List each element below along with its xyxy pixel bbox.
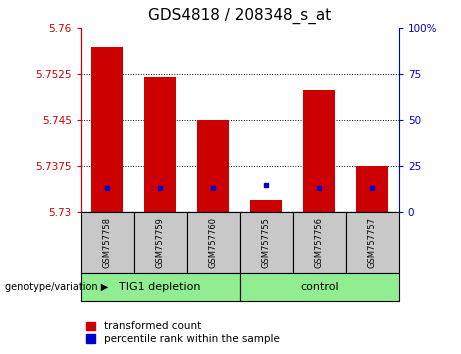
Legend: transformed count, percentile rank within the sample: transformed count, percentile rank withi… — [86, 321, 279, 344]
Text: TIG1 depletion: TIG1 depletion — [119, 282, 201, 292]
Bar — [187, 212, 240, 273]
Text: GSM757760: GSM757760 — [209, 217, 218, 268]
Text: GSM757756: GSM757756 — [315, 217, 324, 268]
Text: GSM757755: GSM757755 — [262, 217, 271, 268]
Bar — [293, 212, 346, 273]
Text: GSM757757: GSM757757 — [368, 217, 377, 268]
Text: control: control — [300, 282, 338, 292]
Bar — [303, 90, 335, 212]
Bar — [134, 212, 187, 273]
Bar — [346, 212, 399, 273]
Title: GDS4818 / 208348_s_at: GDS4818 / 208348_s_at — [148, 8, 331, 24]
Text: GSM757758: GSM757758 — [103, 217, 112, 268]
Bar — [240, 212, 293, 273]
Bar — [240, 273, 399, 301]
Bar — [81, 273, 240, 301]
Bar — [250, 200, 282, 212]
Bar — [144, 78, 176, 212]
Bar — [356, 166, 388, 212]
Text: genotype/variation ▶: genotype/variation ▶ — [5, 282, 108, 292]
Bar — [91, 47, 123, 212]
Text: GSM757759: GSM757759 — [156, 217, 165, 268]
Bar — [81, 212, 134, 273]
Bar — [197, 120, 229, 212]
